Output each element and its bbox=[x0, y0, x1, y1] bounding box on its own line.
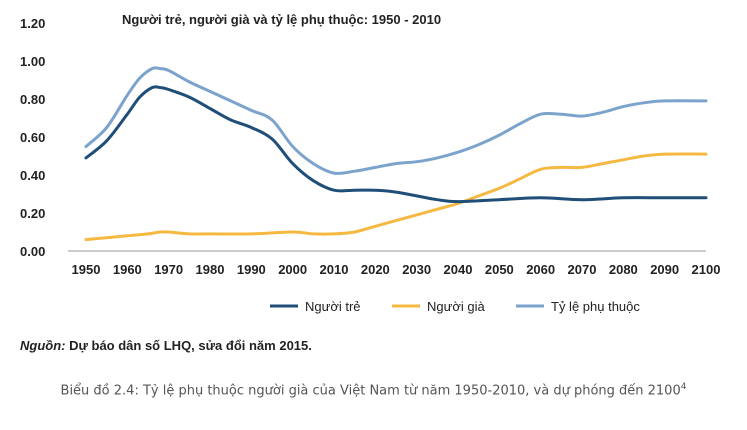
y-tick-label: 0.40 bbox=[20, 168, 45, 183]
series-line-nguoi-gia bbox=[84, 152, 708, 242]
figure-caption: Biểu đồ 2.4: Tỷ lệ phụ thuộc người già c… bbox=[20, 376, 727, 402]
series-line-nguoi-tre bbox=[84, 85, 708, 204]
series-line-ty-le-phu-thuoc bbox=[84, 66, 708, 175]
legend-label: Tỷ lệ phụ thuộc bbox=[551, 299, 640, 314]
source-text: Dự báo dân số LHQ, sửa đổi năm 2015. bbox=[65, 338, 312, 353]
y-tick-label: 0.00 bbox=[20, 244, 45, 259]
line-chart: Người trẻ, người già và tỷ lệ phụ thuộc:… bbox=[20, 12, 721, 314]
x-tick-label: 2040 bbox=[444, 262, 473, 277]
x-axis-ticks: 1950 1960 1970 1980 1990 2000 2010 2020 2030 2040… bbox=[72, 262, 721, 277]
source-note: Nguồn: Dự báo dân số LHQ, sửa đổi năm 20… bbox=[20, 338, 312, 353]
x-tick-label: 2000 bbox=[278, 262, 307, 277]
x-tick-label: 2070 bbox=[568, 262, 597, 277]
x-tick-label: 2080 bbox=[609, 262, 638, 277]
caption-text: Biểu đồ 2.4: Tỷ lệ phụ thuộc người già c… bbox=[60, 383, 681, 399]
legend: Người trẻ Người già Tỷ lệ phụ thuộc bbox=[270, 299, 640, 314]
x-tick-label: 1980 bbox=[196, 262, 225, 277]
y-tick-label: 1.00 bbox=[20, 54, 45, 69]
legend-label: Người già bbox=[427, 299, 485, 314]
y-tick-label: 1.20 bbox=[20, 16, 45, 31]
y-tick-label: 0.20 bbox=[20, 206, 45, 221]
x-tick-label: 1990 bbox=[237, 262, 266, 277]
y-axis-ticks: 0.00 0.20 0.40 0.60 0.80 1.00 1.20 bbox=[20, 16, 45, 259]
source-label: Nguồn: bbox=[20, 338, 66, 353]
x-tick-label: 2030 bbox=[402, 262, 431, 277]
legend-label: Người trẻ bbox=[305, 299, 361, 314]
x-tick-label: 2020 bbox=[361, 262, 390, 277]
x-tick-label: 1950 bbox=[72, 262, 101, 277]
x-tick-label: 2010 bbox=[320, 262, 349, 277]
x-tick-label: 1970 bbox=[154, 262, 183, 277]
x-tick-label: 2090 bbox=[650, 262, 679, 277]
x-tick-label: 2050 bbox=[485, 262, 514, 277]
caption-footnote: 4 bbox=[680, 382, 687, 392]
y-tick-label: 0.80 bbox=[20, 92, 45, 107]
y-tick-label: 0.60 bbox=[20, 130, 45, 145]
chart-title: Người trẻ, người già và tỷ lệ phụ thuộc:… bbox=[122, 12, 441, 27]
x-tick-label: 2100 bbox=[692, 262, 721, 277]
x-tick-label: 2060 bbox=[526, 262, 555, 277]
series-lines bbox=[84, 66, 708, 242]
x-tick-label: 1960 bbox=[113, 262, 142, 277]
